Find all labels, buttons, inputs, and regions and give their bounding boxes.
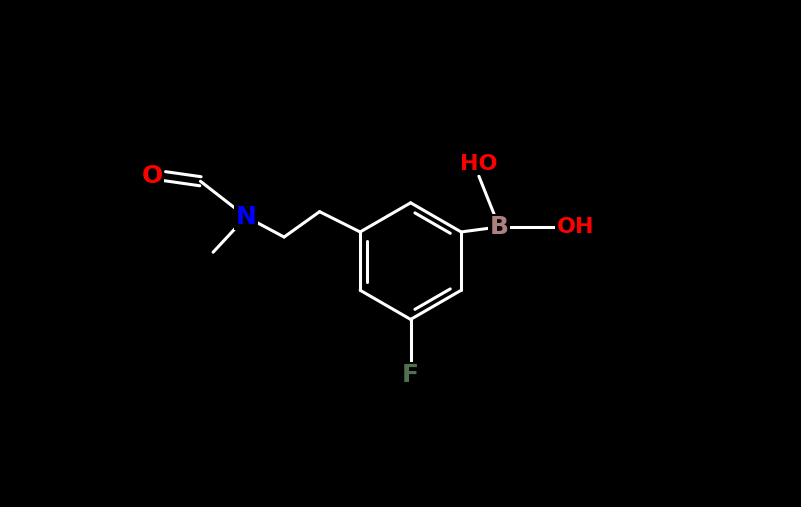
Text: N: N xyxy=(235,205,256,229)
Text: OH: OH xyxy=(557,217,594,237)
Text: B: B xyxy=(489,215,509,239)
Text: F: F xyxy=(402,363,419,387)
Text: O: O xyxy=(142,164,163,188)
Text: HO: HO xyxy=(460,154,497,173)
